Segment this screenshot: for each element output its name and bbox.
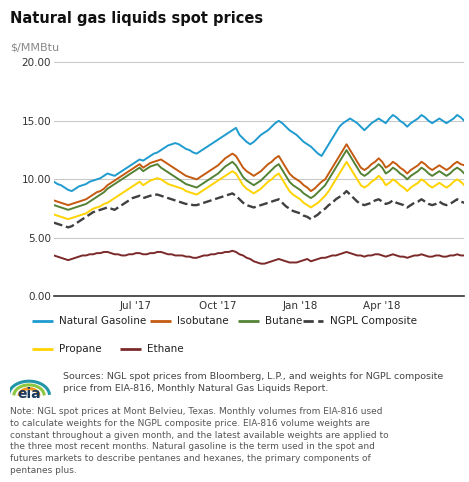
Text: NGPL Composite: NGPL Composite xyxy=(330,316,417,325)
Text: Ethane: Ethane xyxy=(147,344,184,354)
Text: Sources: NGL spot prices from Bloomberg, L.P., and weights for NGPL composite
pr: Sources: NGL spot prices from Bloomberg,… xyxy=(63,372,444,392)
Text: Note: NGL spot prices at Mont Belvieu, Texas. Monthly volumes from EIA-816 used
: Note: NGL spot prices at Mont Belvieu, T… xyxy=(10,407,389,475)
Text: Propane: Propane xyxy=(60,344,102,354)
Text: eia: eia xyxy=(17,387,41,401)
Text: Natural Gasoline: Natural Gasoline xyxy=(60,316,147,325)
Text: Butane: Butane xyxy=(265,316,303,325)
Text: Isobutane: Isobutane xyxy=(177,316,229,325)
Text: Natural gas liquids spot prices: Natural gas liquids spot prices xyxy=(10,11,264,26)
Text: $/MMBtu: $/MMBtu xyxy=(10,42,60,53)
